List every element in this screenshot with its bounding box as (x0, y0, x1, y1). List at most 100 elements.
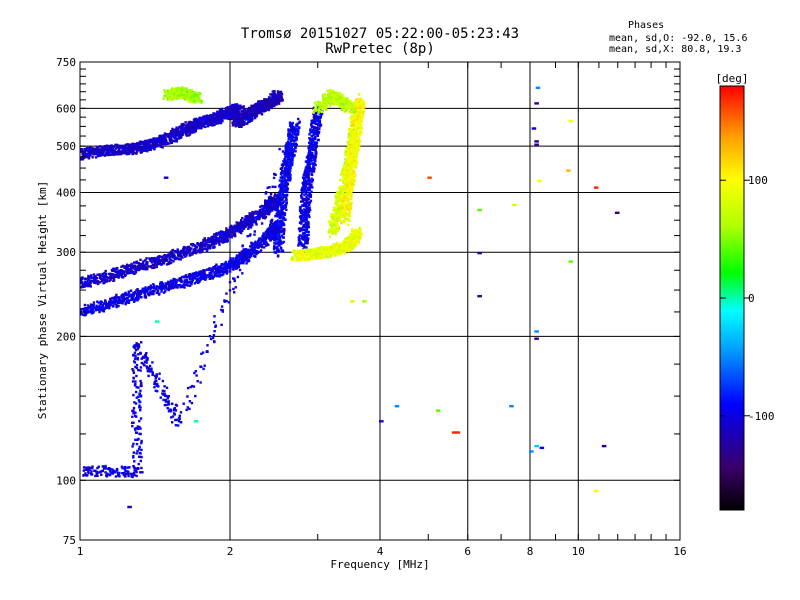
echo-point-O (123, 274, 127, 278)
echo-point-O (300, 216, 303, 219)
echo-point-O (221, 235, 224, 239)
echo-point-O (201, 247, 204, 250)
echo-point-O (269, 101, 273, 104)
echo-point-O (189, 253, 193, 256)
echo-point-O (218, 231, 222, 235)
echo-point-O (85, 147, 89, 150)
echo-point-O (236, 122, 239, 125)
echo-point-O (204, 276, 207, 279)
echo-point-O (308, 145, 311, 148)
echo-point-O (276, 228, 279, 231)
echo-point-O (301, 213, 304, 217)
chart-title: Tromsø 20151027 05:22:00-05:23:43 (240, 26, 520, 42)
echo-point-O (260, 204, 264, 208)
echo-point-O (254, 255, 257, 258)
echo-point-O (277, 248, 280, 251)
echo-point-O (307, 169, 310, 173)
echo-point-O (308, 185, 312, 188)
echo-point-O (196, 249, 200, 252)
echo-point-O (212, 120, 216, 123)
echo-point-O (109, 297, 112, 301)
echo-point-O (294, 150, 297, 153)
echo-point-O (248, 250, 251, 253)
echo-point-O (97, 308, 100, 311)
echo-point-O (310, 160, 313, 163)
echo-point-O (177, 258, 181, 261)
echo-point-O (285, 146, 289, 150)
echo-point-O (189, 243, 193, 246)
echo-point-O (148, 143, 151, 146)
echo-point-O (232, 120, 236, 123)
echo-point-O (148, 257, 151, 260)
echo-point-O (230, 105, 233, 108)
echo-point-O (100, 152, 103, 155)
echo-point-O (306, 241, 309, 245)
echo-point-O (304, 191, 308, 194)
echo-point-O (280, 221, 284, 225)
echo-point-O (308, 133, 311, 136)
echo-point-O (303, 178, 307, 182)
echo-point-O (287, 163, 290, 167)
echo-point-O (309, 184, 312, 187)
echo-point-O (314, 146, 318, 149)
echo-point-O (205, 241, 208, 245)
echo-point-O (203, 239, 206, 243)
echo-point-O (267, 200, 270, 203)
echo-point-O (216, 274, 219, 278)
echo-point-O (279, 201, 282, 205)
echo-point-O (83, 307, 87, 311)
echo-point-O (190, 274, 193, 277)
echo-point-O (117, 275, 121, 278)
echo-point-O (140, 150, 144, 153)
echo-point-O (242, 113, 245, 116)
echo-point-O (110, 144, 113, 147)
echo-point-O (282, 200, 285, 203)
echo-point-O (174, 249, 177, 253)
echo-point-O (270, 208, 273, 212)
echo-point-O (274, 239, 277, 242)
echo-point-O (91, 147, 94, 150)
echo-point-O (127, 148, 131, 151)
echo-point-O (291, 127, 294, 130)
echo-point-O (313, 163, 316, 166)
echo-point-O (111, 296, 114, 300)
echo-point-O (259, 249, 263, 252)
echo-point-O (147, 294, 151, 297)
echo-point-O (230, 108, 233, 112)
echo-point-O (195, 271, 198, 274)
echo-point-O (193, 282, 197, 285)
echo-point-O (252, 112, 256, 116)
echo-point-O (159, 255, 162, 258)
echo-point-O (289, 164, 292, 167)
echo-point-O (177, 133, 180, 136)
echo-point-O (216, 112, 220, 116)
echo-point-O (313, 132, 316, 135)
echo-point-O (111, 273, 115, 276)
echo-point-O (191, 252, 194, 255)
echo-point-O (180, 255, 184, 259)
echo-point-O (240, 121, 244, 125)
echo-point-O (229, 257, 232, 260)
echo-point-O (109, 274, 112, 277)
echo-point-O (175, 129, 178, 132)
echo-point-O (141, 287, 145, 290)
echo-point-O (273, 244, 276, 247)
echo-point-O (246, 220, 249, 223)
echo-point-O (257, 112, 260, 115)
echo-point-O (180, 284, 183, 288)
echo-point-O (191, 130, 194, 133)
echo-point-O (311, 129, 314, 132)
echo-point-O (245, 216, 249, 220)
echo-point-O (228, 230, 231, 233)
echo-point-O (164, 290, 167, 293)
echo-point-O (239, 124, 243, 127)
echo-point-O (255, 250, 258, 253)
echo-point-O (277, 241, 281, 245)
echo-point-O (115, 143, 119, 147)
echo-point-O (302, 220, 305, 223)
echo-point-O (289, 151, 293, 154)
echo-point-O (200, 116, 203, 120)
echo-point-O (209, 123, 212, 126)
echo-point-O (123, 149, 126, 153)
echo-point-O (313, 160, 317, 163)
